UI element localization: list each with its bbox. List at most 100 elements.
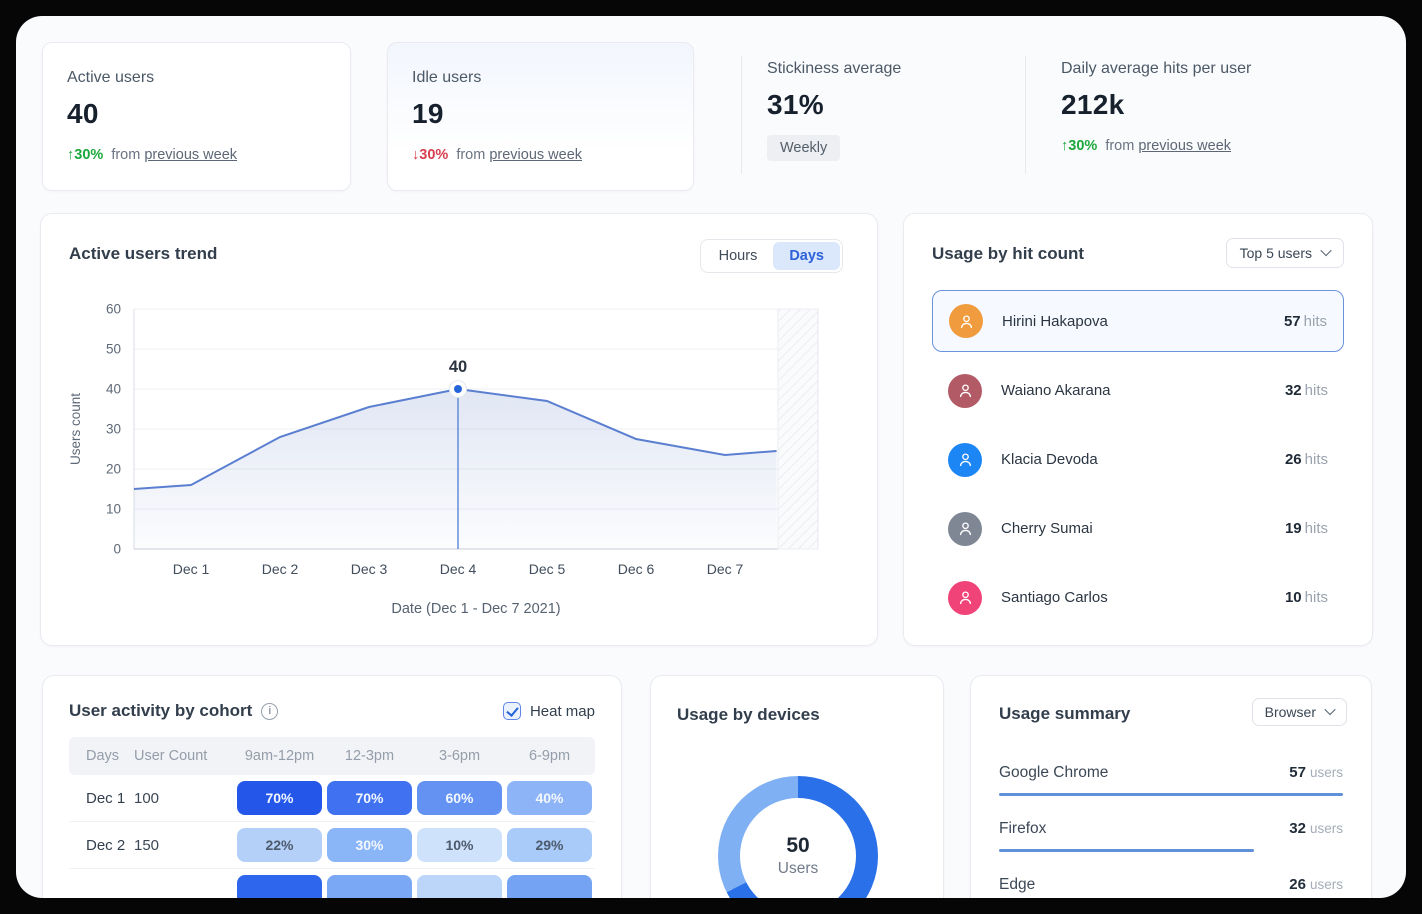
dashboard-panel: Active users 40 ↑30% from previous week … (16, 16, 1406, 898)
panel-title: User activity by cohort (69, 701, 253, 720)
tab-hours[interactable]: Hours (718, 248, 758, 264)
heatmap-header-row: Days User Count 9am-12pm 12-3pm 3-6pm 6-9pm (69, 737, 595, 775)
heatmap-cell[interactable]: 30% (327, 828, 412, 862)
heatmap-column-header: 3-6pm (438, 748, 481, 764)
browser-users: 26 users (1289, 876, 1343, 893)
usage-bar (999, 849, 1254, 852)
donut-center: 50 Users (740, 798, 856, 898)
heatmap-column-header: 6-9pm (528, 748, 571, 764)
user-name: Cherry Sumai (1001, 520, 1093, 537)
summary-row: Edge 26 users (999, 862, 1343, 898)
user-hits: 19 hits (1284, 520, 1328, 537)
browser-dropdown[interactable]: Browser (1251, 698, 1347, 726)
chevron-down-icon (1320, 244, 1332, 256)
heatmap-day: Dec 2 (86, 836, 126, 854)
arrow-down-icon: ↓ (412, 147, 420, 163)
summary-row-line: Edge 26 users (999, 876, 1343, 894)
hours-days-toggle: Hours Days (699, 239, 843, 273)
svg-text:Dec 7: Dec 7 (707, 561, 744, 577)
person-icon (959, 591, 971, 605)
usage-by-devices-card: Usage by devices 50 Users (650, 675, 944, 898)
heatmap-cell[interactable]: 40% (507, 781, 592, 815)
checkbox-checked-icon[interactable] (502, 702, 521, 720)
svg-text:60: 60 (106, 302, 121, 317)
heatmap-column-header: 9am-12pm (244, 748, 315, 764)
svg-text:Dec 4: Dec 4 (440, 561, 477, 577)
heatmap-row: Dec 2 150 22% 30% 10% 29% (69, 822, 595, 869)
chevron-down-icon (1324, 703, 1336, 715)
user-row[interactable]: Cherry Sumai 19 hits (932, 494, 1344, 563)
user-hits: 32 hits (1284, 382, 1328, 399)
heatmap-row: Dec 1 100 70% 70% 60% 40% (69, 775, 595, 822)
person-icon (960, 314, 972, 328)
summary-row-line: Google Chrome 57 users (999, 764, 1343, 782)
heatmap-cell[interactable] (327, 875, 412, 898)
panel-title: Usage by devices (677, 705, 820, 724)
user-row[interactable]: Santiago Carlos 10 hits (932, 563, 1344, 632)
user-hits: 57 hits (1283, 312, 1327, 330)
svg-text:10: 10 (106, 502, 121, 517)
svg-text:30: 30 (106, 422, 121, 437)
previous-week-link[interactable]: previous week (489, 147, 583, 163)
arrow-up-icon: ↑ (67, 147, 75, 163)
heatmap-cell[interactable]: 10% (417, 828, 502, 862)
user-list: Hirini Hakapova 57 hits Waiano Akarana 32 hit… (932, 290, 1344, 632)
user-avatar (948, 373, 982, 408)
divider (1025, 56, 1026, 174)
heatmap-checkbox-group[interactable]: Heat map (502, 702, 595, 720)
heatmap-column-header: Days (86, 748, 120, 764)
delta-connector: from (456, 147, 486, 163)
svg-text:50: 50 (106, 342, 121, 357)
user-activity-cohort-card: User activity by cohort i Heat map Days U… (42, 675, 622, 898)
user-row[interactable]: Hirini Hakapova 57 hits (932, 290, 1344, 352)
tab-days[interactable]: Days (773, 242, 840, 270)
stat-delta: ↓30% from previous week (412, 147, 669, 163)
stat-value: 31% (767, 89, 824, 120)
user-hits: 26 hits (1284, 451, 1328, 468)
previous-week-link[interactable]: previous week (1138, 138, 1232, 154)
dropdown-label: Top 5 users (1239, 245, 1312, 261)
active-users-trend-card: Active users trend Hours Days 0 10 20 30 40 5… (40, 213, 878, 646)
user-name: Klacia Devoda (1001, 451, 1098, 468)
stat-stickiness-average: Stickiness average 31% Weekly (767, 60, 901, 161)
previous-week-link[interactable]: previous week (144, 147, 238, 163)
stat-label: Active users (67, 69, 155, 86)
svg-text:Users count: Users count (68, 393, 83, 465)
stat-label: Daily average hits per user (1061, 60, 1252, 77)
user-row[interactable]: Waiano Akarana 32 hits (932, 356, 1344, 425)
heatmap-row (69, 869, 595, 898)
delta-connector: from (1105, 138, 1135, 154)
stat-value: 19 (412, 98, 444, 129)
user-avatar (948, 511, 982, 546)
info-icon[interactable]: i (261, 702, 279, 720)
browser-name: Edge (999, 876, 1036, 893)
cohort-header: User activity by cohort i Heat map (43, 676, 621, 721)
heatmap-user-count: 100 (134, 789, 160, 807)
user-avatar (948, 580, 982, 615)
user-name: Santiago Carlos (1001, 589, 1108, 606)
cohort-heatmap-table: Days User Count 9am-12pm 12-3pm 3-6pm 6-9pm De… (69, 737, 595, 898)
heatmap-cell[interactable]: 70% (237, 781, 322, 815)
browser-users: 57 users (1289, 764, 1343, 781)
user-row[interactable]: Klacia Devoda 26 hits (932, 425, 1344, 494)
heatmap-cell[interactable] (417, 875, 502, 898)
heatmap-cell[interactable]: 29% (507, 828, 592, 862)
summary-row-line: Firefox 32 users (999, 820, 1343, 838)
donut-value: 50 (786, 834, 810, 857)
heatmap-cell[interactable]: 60% (417, 781, 502, 815)
top-users-dropdown[interactable]: Top 5 users (1225, 238, 1344, 268)
person-icon (959, 453, 971, 467)
heatmap-day: Dec 1 (86, 789, 126, 807)
usage-by-hit-count-card: Usage by hit count Top 5 users Hirini Ha… (903, 213, 1373, 646)
heatmap-cell[interactable] (237, 875, 322, 898)
delta-percent: 30% (419, 147, 449, 163)
panel-title: Usage summary (999, 704, 1131, 723)
heatmap-cell[interactable]: 70% (327, 781, 412, 815)
browser-name: Firefox (999, 820, 1047, 837)
delta-connector: from (111, 147, 141, 163)
stat-delta: ↑30% from previous week (67, 147, 326, 163)
heatmap-cell[interactable]: 22% (237, 828, 322, 862)
user-avatar (949, 304, 983, 338)
svg-text:Date (Dec 1 - Dec 7 2021): Date (Dec 1 - Dec 7 2021) (391, 601, 560, 617)
heatmap-cell[interactable] (507, 875, 592, 898)
